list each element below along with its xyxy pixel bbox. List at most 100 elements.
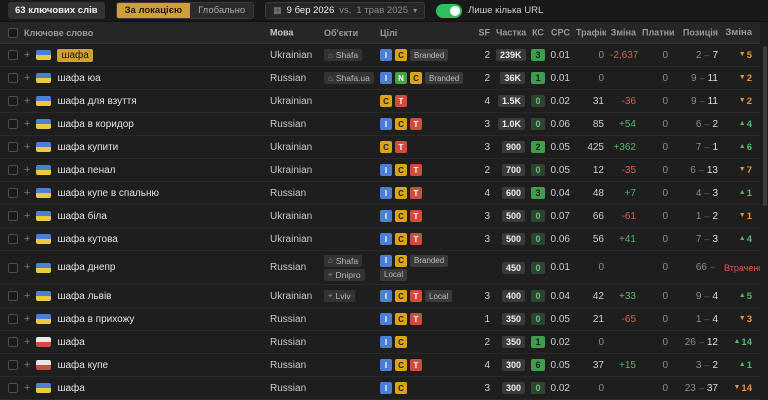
position-separator: – [704,290,710,301]
add-icon[interactable]: + [24,164,31,176]
add-icon[interactable]: + [24,313,31,325]
object-badge: ⌖ Lviv [324,290,355,302]
ks-cell: 0 [528,261,548,274]
add-icon[interactable]: + [24,95,31,107]
table-row[interactable]: + шафа юа Russian ⌂ Shafa.ua I N C Branded 2 36K 1 0… [0,67,760,90]
row-checkbox[interactable] [8,314,18,324]
row-checkbox[interactable] [8,96,18,106]
url-filter-switch[interactable] [436,3,463,18]
row-checkbox[interactable] [8,262,18,273]
targets-cell: I C Branded Local [380,254,474,281]
table-row[interactable]: + шафа для взуття Ukrainian C T 4 1.5K 0 0.02 31 -… [0,90,760,113]
row-checkbox[interactable] [8,165,18,175]
row-checkbox[interactable] [8,383,18,393]
paid-cell: 0 [662,359,668,371]
date-vs-label: vs. [339,5,352,16]
by-location-toggle-button[interactable]: За локацією [116,3,191,18]
column-header-paid[interactable]: Платний [642,27,674,38]
column-header-change[interactable]: Зміна [610,27,642,38]
add-icon[interactable]: + [24,359,31,371]
table-row[interactable]: + шафа купе в спальню Russian I C T 4 600 3 0.04 4… [0,182,760,205]
paid-cell: 0 [662,336,668,348]
column-header-sf[interactable]: SF [474,27,496,38]
table-row[interactable]: + шафа Russian I C 3 300 0 0.02 0 0 23–37 ▼14 [0,377,760,400]
row-checkbox[interactable] [8,142,18,152]
table-row[interactable]: + шафа Ukrainian ⌂ Shafa I C Branded 2 239K 3 0.01 0… [0,44,760,67]
row-checkbox[interactable] [8,360,18,370]
table-row[interactable]: + шафа в коридор Russian I C T 3 1.0K 0 0.06 85 +54… [0,113,760,136]
column-header-traffic[interactable]: Трафік [576,27,610,38]
target-badge-local: Local [380,268,408,281]
objects-cell: ⌂ Shafa ⌖ Dnipro [324,254,380,281]
row-checkbox[interactable] [8,337,18,347]
ks-badge: 1 [531,336,545,348]
row-checkbox[interactable] [8,50,18,60]
add-icon[interactable]: + [24,72,31,84]
add-icon[interactable]: + [24,290,31,302]
select-all-checkbox[interactable] [8,27,18,38]
share-badge: 900 [501,141,525,153]
table-row[interactable]: + шафа кутова Ukrainian I C T 3 500 0 0.06 56 +41 0 7… [0,228,760,251]
sf-cell: 2 [484,49,490,61]
add-icon[interactable]: + [24,118,31,130]
table-row[interactable]: + шафа купити Ukrainian C T 3 900 2 0.05 425 +362 0… [0,136,760,159]
table-row[interactable]: + шафа Russian I C 2 350 1 0.02 0 0 26–12 ▲14 [0,331,760,354]
ks-badge: 2 [531,141,545,153]
language-cell: Ukrainian [270,95,313,107]
row-checkbox[interactable] [8,291,18,301]
position-change-cell: ▲4 [724,234,760,245]
column-header-kw[interactable]: Ключове слово [8,27,270,38]
language-cell: Russian [270,336,307,348]
table-row[interactable]: + шафа біла Ukrainian I C T 3 500 0 0.07 66 -61 0 1–2… [0,205,760,228]
keyword-label: шафа купе в спальню [57,187,159,199]
language-cell: Ukrainian [270,164,313,176]
language-cell: Ukrainian [270,210,313,222]
keyword-cell: + шафа львів [8,291,270,302]
traffic-cell: 48 [592,187,604,199]
table-row[interactable]: + шафа львів Ukrainian ⌖ Lviv I C T Local 3 400 0 0.… [0,285,760,308]
column-header-pchg[interactable]: Зміна [724,27,760,38]
row-checkbox[interactable] [8,188,18,198]
column-header-share[interactable]: Частка▼ [496,27,528,38]
add-icon[interactable]: + [24,210,31,222]
share-cell: 700 [496,164,528,176]
cpc-cell: 0.05 [550,359,570,371]
add-icon[interactable]: + [24,233,31,245]
add-icon[interactable]: + [24,48,31,61]
row-checkbox[interactable] [8,211,18,221]
column-header-pos[interactable]: Позиція [674,27,724,38]
share-cell: 350 [496,336,528,348]
global-toggle-button[interactable]: Глобально [190,3,254,18]
column-header-lang[interactable]: Мова [270,27,324,38]
object-badge: ⌂ Shafa [324,254,363,267]
share-cell: 1.0K [496,118,528,130]
date-range-picker[interactable]: ▦ 9 бер 2026 vs. 1 трав 2025 ▾ [265,2,426,19]
table-row[interactable]: + шафа в прихожу Russian I C T 1 350 0 0.05 21 -65 0… [0,308,760,331]
add-icon[interactable]: + [24,262,31,273]
column-header-tgt[interactable]: Цілі [380,28,474,38]
column-header-cpc[interactable]: CPC [548,27,576,38]
position-from: 26 [684,336,696,348]
table-row[interactable]: + шафа пенал Ukrainian I C T 2 700 0 0.05 12 -35 0 6–… [0,159,760,182]
add-icon[interactable]: + [24,382,31,394]
position-change-cell: ▼3 [724,314,760,325]
table-row[interactable]: + шафа купе Russian I C T 4 300 6 0.05 37 +15 0 3–2 ▲1 [0,354,760,377]
add-icon[interactable]: + [24,187,31,199]
column-header-ks[interactable]: КС [528,27,548,38]
table-row[interactable]: + шафа днепр Russian ⌂ Shafa ⌖ Dnipro I C Branded… [0,251,760,285]
pin-icon: ⌖ [328,291,333,300]
vertical-scrollbar[interactable] [763,46,767,206]
flag-icon-pl [36,337,52,347]
target-badge-c: C [395,49,407,61]
row-checkbox[interactable] [8,119,18,129]
row-checkbox[interactable] [8,234,18,244]
share-badge: 350 [501,313,525,325]
paid-cell: 0 [662,233,668,245]
add-icon[interactable]: + [24,141,31,153]
paid-cell: 0 [662,313,668,325]
paid-cell: 0 [662,290,668,302]
add-icon[interactable]: + [24,336,31,348]
column-header-obj[interactable]: Об'єкти [324,28,380,38]
row-checkbox[interactable] [8,73,18,83]
